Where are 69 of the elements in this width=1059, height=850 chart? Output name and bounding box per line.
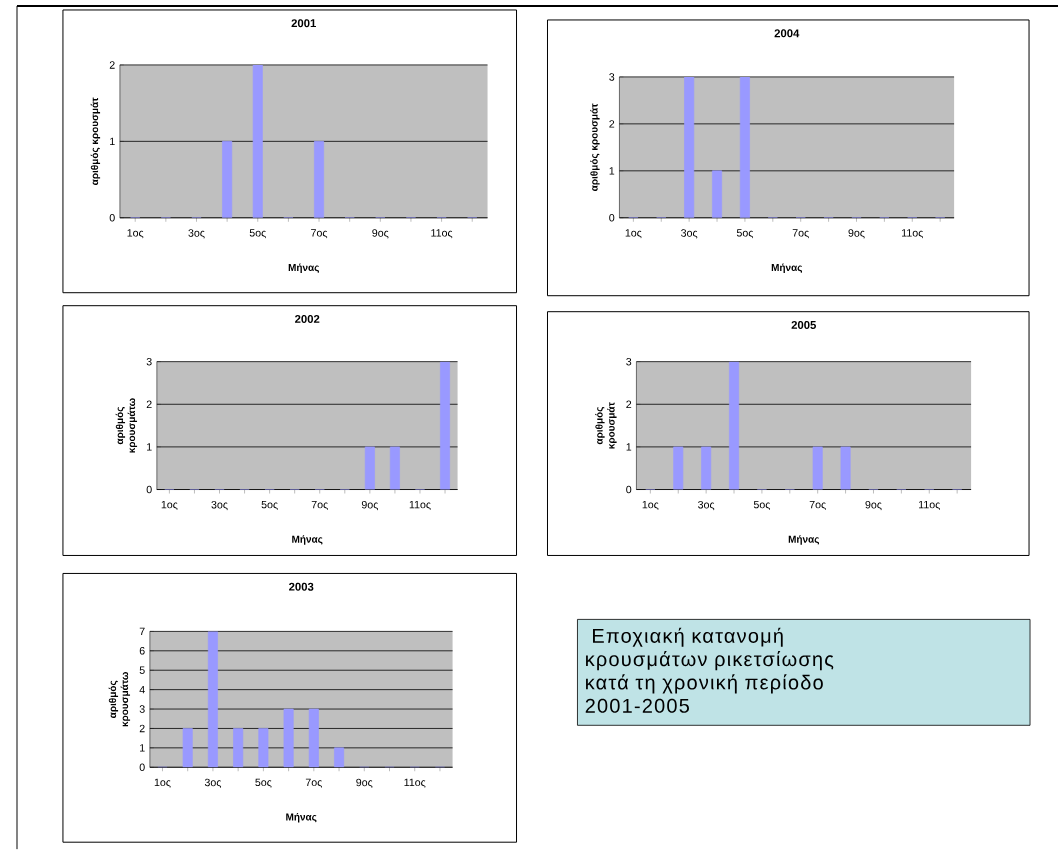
y-tick-label: 6 xyxy=(139,647,145,655)
y-tick-label: 3 xyxy=(609,73,615,81)
x-tick-label: 9ος xyxy=(361,501,379,511)
y-tick-label: 1 xyxy=(609,167,615,175)
x-tick-label: 7ος xyxy=(311,229,328,239)
x-tick-label: 5ος xyxy=(261,501,278,511)
chart-title: 2001 xyxy=(291,19,316,28)
y-tick-label: 0 xyxy=(109,214,115,222)
x-tick-label: 9ος xyxy=(356,778,373,789)
x-tick-label: 5ος xyxy=(255,778,272,788)
y-tick-label: 0 xyxy=(146,485,152,494)
x-tick-label: 7ος xyxy=(311,501,328,511)
y-tick-label: 5 xyxy=(139,666,145,675)
x-tick-label: 11ος xyxy=(902,229,923,239)
x-axis-title: Μήνας xyxy=(292,535,323,545)
y-tick-label: 2 xyxy=(626,400,632,409)
x-tick-label: 3ος xyxy=(681,229,698,239)
x-axis-title: Μήνας xyxy=(288,263,319,274)
y-axis-title: αριθμός κρουσμάτ xyxy=(90,97,101,186)
y-tick-label: 1 xyxy=(626,443,632,451)
y-axis-title: αριθμός κρουσμάτω xyxy=(108,672,131,727)
chart-title: 2003 xyxy=(289,582,314,591)
x-tick-label: 3ος xyxy=(204,778,222,789)
chart-title: 2005 xyxy=(791,321,817,330)
x-tick-label: 5ος xyxy=(736,229,754,239)
x-tick-label: 1ος xyxy=(154,778,171,788)
x-tick-label: 3ος xyxy=(211,501,228,511)
y-tick-label: 1 xyxy=(110,137,115,146)
y-axis-title: αριθμός κρουσμάτ xyxy=(590,103,600,192)
chart-title: 2004 xyxy=(774,29,800,38)
x-tick-label: 7ος xyxy=(792,229,809,239)
x-tick-label: 9ος xyxy=(848,229,865,239)
x-tick-label: 11ος xyxy=(404,778,426,788)
x-tick-label: 7ος xyxy=(305,778,322,788)
x-tick-label: 1ος xyxy=(642,501,659,511)
x-tick-label: 1ος xyxy=(625,229,642,239)
y-tick-label: 0 xyxy=(626,485,632,494)
x-tick-label: 7ος xyxy=(809,501,826,511)
x-tick-label: 11ος xyxy=(409,501,431,511)
y-axis-title: αριθμός κρουσμάτω xyxy=(115,398,138,453)
y-tick-label: 2 xyxy=(139,724,145,733)
y-tick-label: 1 xyxy=(140,744,145,752)
x-tick-label: 5ος xyxy=(249,229,266,239)
x-tick-label: 1ος xyxy=(161,501,178,511)
x-tick-label: 9ος xyxy=(865,501,882,511)
x-tick-label: 3ος xyxy=(188,229,205,239)
chart-title: 2002 xyxy=(295,315,320,324)
x-tick-label: 1ος xyxy=(127,229,144,239)
x-tick-label: 11ος xyxy=(431,229,453,239)
y-tick-label: 4 xyxy=(139,686,145,694)
text: Εποχιακή κατανομή κρουσμάτων ρικετσίωσης κατά τη χρονική περίοδο 2001-2005 xyxy=(585,627,834,713)
y-tick-label: 0 xyxy=(609,214,615,222)
y-tick-label: 0 xyxy=(139,763,145,772)
y-tick-label: 3 xyxy=(146,358,152,366)
y-tick-label: 1 xyxy=(147,443,152,451)
y-tick-label: 2 xyxy=(109,61,115,69)
y-tick-label: 3 xyxy=(139,705,145,713)
y-tick-label: 7 xyxy=(139,627,145,636)
x-axis-title: Μήνας xyxy=(286,813,317,823)
x-axis-title: Μήνας xyxy=(771,263,803,274)
y-tick-label: 2 xyxy=(146,400,152,409)
x-tick-label: 5ος xyxy=(753,501,771,511)
x-axis-title: Μήνας xyxy=(788,535,820,545)
x-tick-label: 9ος xyxy=(372,229,389,239)
y-tick-label: 3 xyxy=(626,358,632,366)
x-tick-label: 3ος xyxy=(698,501,715,511)
y-tick-label: 2 xyxy=(609,120,615,128)
y-axis-title: αριθμός κρουσμάτ xyxy=(595,402,617,449)
x-tick-label: 11ος xyxy=(919,501,940,511)
